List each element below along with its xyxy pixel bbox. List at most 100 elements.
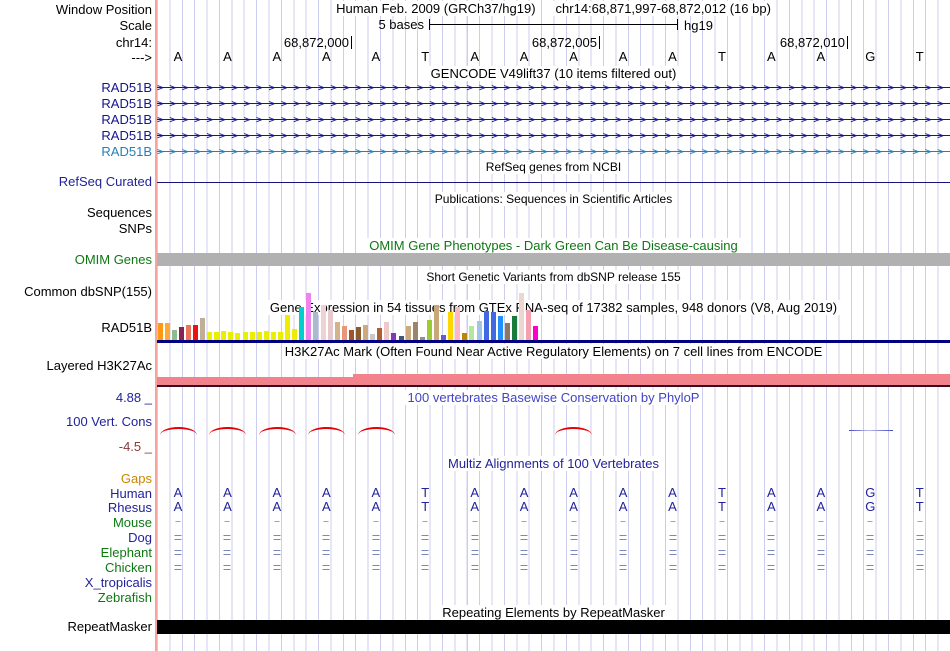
multiz-unalignable-dash[interactable] (619, 565, 627, 566)
multiz-species-label[interactable]: Dog (128, 530, 152, 545)
multiz-unalignable-dash[interactable] (570, 569, 578, 570)
multiz-base-letter[interactable]: A (223, 499, 232, 514)
multiz-gap-dash[interactable] (719, 521, 725, 522)
multiz-base-letter[interactable]: A (569, 485, 578, 500)
multiz-unalignable-dash[interactable] (372, 565, 380, 566)
phylop-positive-peak[interactable] (160, 427, 197, 435)
multiz-base-letter[interactable]: A (470, 485, 480, 500)
multiz-unalignable-dash[interactable] (817, 535, 825, 536)
multiz-unalignable-dash[interactable] (471, 554, 479, 555)
gencode-transcript-label[interactable]: RAD51B (101, 144, 152, 159)
base-letter[interactable]: A (569, 49, 578, 64)
multiz-unalignable-dash[interactable] (570, 539, 578, 540)
gtex-baseline[interactable] (157, 340, 950, 343)
gtex-bar[interactable] (483, 311, 489, 340)
base-letter[interactable]: A (223, 49, 232, 64)
multiz-base-letter[interactable]: T (717, 485, 726, 500)
gtex-bar[interactable] (384, 322, 390, 340)
multiz-unalignable-dash[interactable] (174, 535, 182, 536)
gtex-bar[interactable] (299, 307, 305, 340)
gtex-bar[interactable] (327, 310, 333, 340)
multiz-base-letter[interactable]: A (767, 485, 776, 500)
multiz-base-letter[interactable]: T (717, 499, 726, 514)
base-letter[interactable]: T (421, 49, 430, 64)
phylop-positive-peak[interactable] (358, 427, 395, 435)
gtex-bar[interactable] (185, 325, 191, 340)
multiz-species-label[interactable]: Gaps (120, 471, 152, 486)
multiz-unalignable-dash[interactable] (866, 550, 874, 551)
multiz-species-label[interactable]: Zebrafish (97, 590, 152, 605)
multiz-unalignable-dash[interactable] (322, 535, 330, 536)
multiz-unalignable-dash[interactable] (421, 565, 429, 566)
multiz-base-letter[interactable]: A (668, 499, 677, 514)
multiz-unalignable-dash[interactable] (570, 535, 578, 536)
phylop-positive-peak[interactable] (209, 427, 246, 435)
multiz-unalignable-dash[interactable] (372, 554, 380, 555)
multiz-base-letter[interactable]: A (272, 485, 282, 500)
multiz-base-letter[interactable]: T (421, 499, 430, 514)
multiz-gap-dash[interactable] (422, 521, 428, 522)
gtex-bar[interactable] (519, 293, 525, 340)
multiz-unalignable-dash[interactable] (471, 535, 479, 536)
multiz-unalignable-dash[interactable] (570, 554, 578, 555)
multiz-unalignable-dash[interactable] (669, 539, 676, 540)
snps-track-label[interactable]: SNPs (118, 221, 152, 236)
multiz-unalignable-dash[interactable] (767, 569, 775, 570)
gtex-bar[interactable] (341, 326, 347, 340)
multiz-species-label[interactable]: Elephant (100, 545, 152, 560)
refseq-curated-track[interactable] (157, 182, 950, 183)
gtex-bar[interactable] (192, 325, 198, 340)
multiz-species-label[interactable]: Mouse (112, 515, 152, 530)
multiz-base-letter[interactable]: A (371, 499, 381, 514)
multiz-unalignable-dash[interactable] (273, 550, 281, 551)
multiz-unalignable-dash[interactable] (322, 565, 330, 566)
multiz-base-letter[interactable]: A (668, 485, 677, 500)
multiz-gap-dash[interactable] (323, 521, 329, 522)
gtex-bar[interactable] (228, 332, 234, 340)
multiz-unalignable-dash[interactable] (471, 539, 479, 540)
multiz-unalignable-dash[interactable] (372, 535, 380, 536)
gtex-bar[interactable] (426, 320, 432, 340)
multiz-unalignable-dash[interactable] (866, 539, 874, 540)
multiz-unalignable-dash[interactable] (669, 569, 676, 570)
multiz-unalignable-dash[interactable] (322, 569, 330, 570)
gtex-bar[interactable] (476, 321, 482, 340)
multiz-gap-dash[interactable] (818, 521, 824, 522)
multiz-base-letter[interactable]: A (618, 485, 628, 500)
multiz-species-label[interactable]: X_tropicalis (84, 575, 152, 590)
multiz-unalignable-dash[interactable] (570, 565, 578, 566)
multiz-unalignable-dash[interactable] (916, 539, 924, 540)
multiz-unalignable-dash[interactable] (273, 535, 281, 536)
multiz-unalignable-dash[interactable] (223, 550, 231, 551)
repeatmasker-label[interactable]: RepeatMasker (67, 619, 152, 634)
multiz-base-letter[interactable]: A (519, 485, 529, 500)
multiz-base-letter[interactable]: A (618, 499, 628, 514)
multiz-gap-dash[interactable] (373, 521, 379, 522)
gtex-bar[interactable] (441, 335, 447, 340)
gtex-bar[interactable] (278, 332, 284, 340)
multiz-unalignable-dash[interactable] (174, 550, 182, 551)
multiz-unalignable-dash[interactable] (273, 554, 281, 555)
multiz-base-letter[interactable]: A (816, 499, 826, 514)
gtex-bar[interactable] (533, 326, 539, 340)
multiz-unalignable-dash[interactable] (273, 569, 281, 570)
gtex-bar[interactable] (178, 327, 184, 340)
multiz-unalignable-dash[interactable] (718, 535, 726, 536)
multiz-unalignable-dash[interactable] (866, 554, 874, 555)
base-letter[interactable]: A (668, 49, 677, 64)
multiz-unalignable-dash[interactable] (372, 569, 380, 570)
gtex-bar[interactable] (398, 336, 404, 340)
multiz-unalignable-dash[interactable] (916, 550, 924, 551)
multiz-unalignable-dash[interactable] (669, 565, 676, 566)
gencode-transcript-label[interactable]: RAD51B (101, 80, 152, 95)
multiz-unalignable-dash[interactable] (866, 565, 874, 566)
multiz-unalignable-dash[interactable] (817, 554, 825, 555)
gtex-bar[interactable] (334, 322, 340, 340)
multiz-unalignable-dash[interactable] (767, 550, 775, 551)
multiz-unalignable-dash[interactable] (174, 539, 182, 540)
multiz-unalignable-dash[interactable] (223, 539, 231, 540)
multiz-unalignable-dash[interactable] (421, 554, 429, 555)
gtex-bar[interactable] (214, 332, 220, 340)
multiz-base-letter[interactable]: G (865, 485, 876, 500)
multiz-base-letter[interactable]: A (322, 485, 331, 500)
